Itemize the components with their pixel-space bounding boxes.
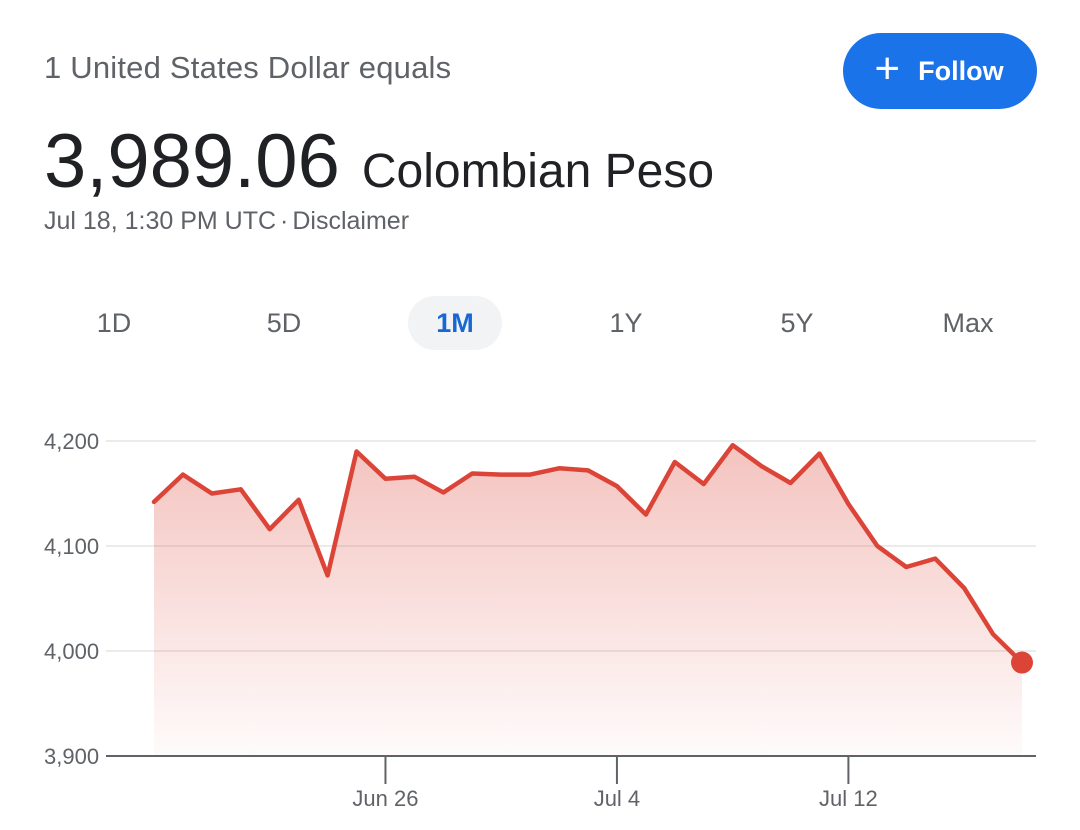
y-tick-label: 3,900 xyxy=(44,744,99,769)
tab-1d[interactable]: 1D xyxy=(96,308,132,338)
tab-1y[interactable]: 1Y xyxy=(609,308,643,338)
exchange-rate: 3,989.06 Colombian Peso xyxy=(44,118,714,205)
chart-area-fill xyxy=(154,445,1022,756)
tab-max[interactable]: Max xyxy=(942,308,994,338)
rate-value: 3,989.06 xyxy=(44,119,340,204)
x-tick-label: Jun 26 xyxy=(352,786,418,811)
y-tick-label: 4,000 xyxy=(44,639,99,664)
rate-meta: Jul 18, 1:30 PM UTC · Disclaimer xyxy=(44,207,409,236)
tab-5d[interactable]: 5D xyxy=(266,308,302,338)
conversion-subtitle: 1 United States Dollar equals xyxy=(44,50,452,85)
follow-label: Follow xyxy=(918,55,1004,86)
rate-currency: Colombian Peso xyxy=(361,145,715,198)
meta-separator: · xyxy=(280,207,289,235)
tab-5y[interactable]: 5Y xyxy=(780,308,814,338)
y-tick-label: 4,100 xyxy=(44,534,99,559)
current-value-marker xyxy=(1011,651,1033,674)
follow-button[interactable]: + Follow xyxy=(843,33,1037,109)
x-tick-label: Jul 12 xyxy=(819,786,878,811)
y-tick-label: 4,200 xyxy=(44,429,99,454)
plus-icon: + xyxy=(874,44,901,93)
tab-1m[interactable]: 1M xyxy=(408,296,502,350)
x-tick-label: Jul 4 xyxy=(594,786,640,811)
rate-timestamp: Jul 18, 1:30 PM UTC xyxy=(44,207,277,235)
chart-series-line xyxy=(151,442,1025,665)
disclaimer-link[interactable]: Disclaimer xyxy=(292,207,410,235)
time-range-tabs: 1D 5D 1M 1Y 5Y Max xyxy=(30,296,1050,350)
